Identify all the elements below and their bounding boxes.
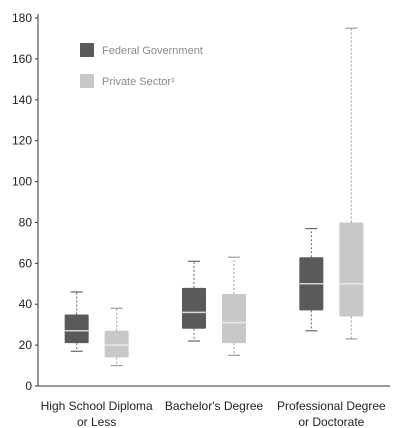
box-federal (64, 291, 89, 352)
y-tick-label: 60 (19, 256, 33, 270)
y-tick-label: 20 (19, 338, 33, 352)
x-axis: High School Diploma or Less Bachelor's Deg… (38, 385, 390, 428)
y-tick-label: 80 (19, 215, 33, 229)
x-category-label-line: or Less (77, 415, 116, 428)
x-category-label-line: Bachelor's Degree (165, 399, 264, 413)
x-category-label-line: High School Diploma (41, 399, 153, 413)
x-category-label: Professional Degree or Doctorate (277, 399, 386, 428)
y-tick-label: 120 (12, 134, 32, 148)
legend-label: Private Sector¹ (102, 76, 175, 88)
box-federal (182, 260, 206, 342)
box-iqr (222, 294, 246, 344)
x-category-label-line: Professional Degree (277, 399, 386, 413)
legend-swatch-federal (80, 43, 94, 57)
box-private (339, 27, 364, 340)
box-iqr (182, 287, 206, 329)
box-private (222, 256, 246, 356)
y-tick-label: 40 (19, 297, 33, 311)
legend-label: Federal Government (102, 45, 203, 57)
x-category-label: High School Diploma or Less (41, 399, 153, 428)
y-tick-label: 160 (12, 52, 32, 66)
y-tick-label: 140 (12, 93, 32, 107)
box-iqr (104, 330, 129, 358)
box-federal (299, 227, 324, 332)
y-tick-label: 0 (25, 379, 32, 393)
y-tick-label: 100 (12, 175, 32, 189)
y-tick-label: 180 (12, 11, 32, 25)
box-series (64, 27, 364, 367)
box-iqr (64, 314, 89, 344)
box-iqr (339, 222, 364, 317)
y-axis: 0 20 40 60 80 100 120 140 160 180 (12, 11, 39, 393)
x-category-label-line: or Doctorate (298, 415, 364, 428)
legend-swatch-private (80, 74, 94, 88)
legend: Federal Government Private Sector¹ (80, 43, 203, 88)
x-category-label: Bachelor's Degree (165, 399, 264, 413)
box-private (104, 307, 129, 367)
